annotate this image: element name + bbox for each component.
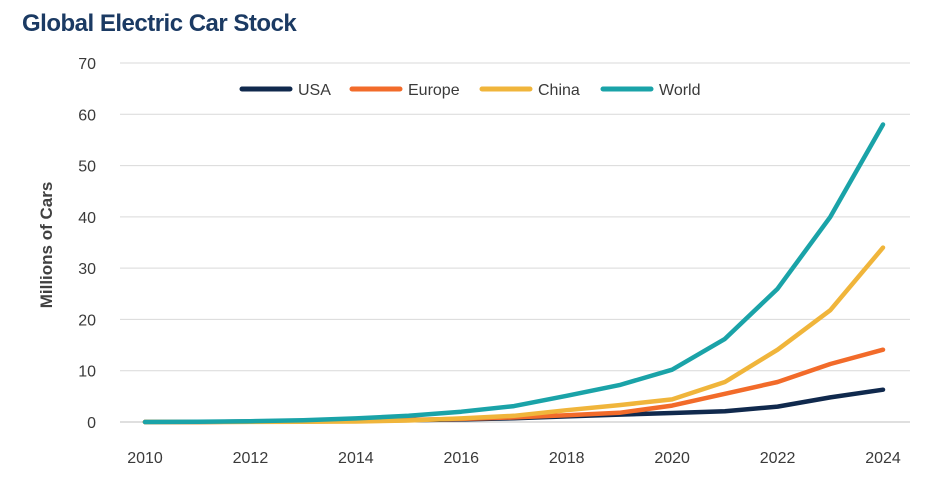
x-tick-labels: 2010 2012 2014 2016 2018 2020 2022 2024 bbox=[127, 450, 901, 467]
legend-label-world: World bbox=[659, 82, 701, 99]
series-line-europe bbox=[142, 347, 886, 425]
series-line-world bbox=[142, 122, 886, 425]
series-lines bbox=[142, 122, 886, 425]
legend-label-usa: USA bbox=[298, 82, 331, 99]
x-tick-label: 2022 bbox=[760, 450, 796, 467]
legend-label-europe: Europe bbox=[408, 82, 460, 99]
y-tick-label: 20 bbox=[78, 312, 96, 329]
legend: USA Europe China World bbox=[239, 82, 701, 99]
y-tick-label: 10 bbox=[78, 364, 96, 381]
x-tick-label: 2024 bbox=[865, 450, 901, 467]
gridlines bbox=[120, 62, 910, 423]
y-tick-label: 30 bbox=[78, 261, 96, 278]
x-tick-label: 2016 bbox=[443, 450, 479, 467]
x-tick-label: 2018 bbox=[549, 450, 585, 467]
y-tick-label: 0 bbox=[87, 415, 96, 432]
y-axis-title: Millions of Cars bbox=[37, 182, 56, 309]
x-tick-label: 2012 bbox=[233, 450, 269, 467]
y-tick-label: 50 bbox=[78, 159, 96, 176]
y-tick-label: 60 bbox=[78, 107, 96, 124]
x-tick-label: 2014 bbox=[338, 450, 374, 467]
legend-label-china: China bbox=[538, 82, 580, 99]
y-tick-label: 70 bbox=[78, 56, 96, 73]
x-tick-label: 2010 bbox=[127, 450, 163, 467]
y-tick-labels: 0 10 20 30 40 50 60 70 bbox=[78, 56, 96, 432]
series-line-china bbox=[142, 245, 886, 425]
chart-title: Global Electric Car Stock bbox=[22, 10, 297, 37]
x-tick-label: 2020 bbox=[654, 450, 690, 467]
y-tick-label: 40 bbox=[78, 210, 96, 227]
